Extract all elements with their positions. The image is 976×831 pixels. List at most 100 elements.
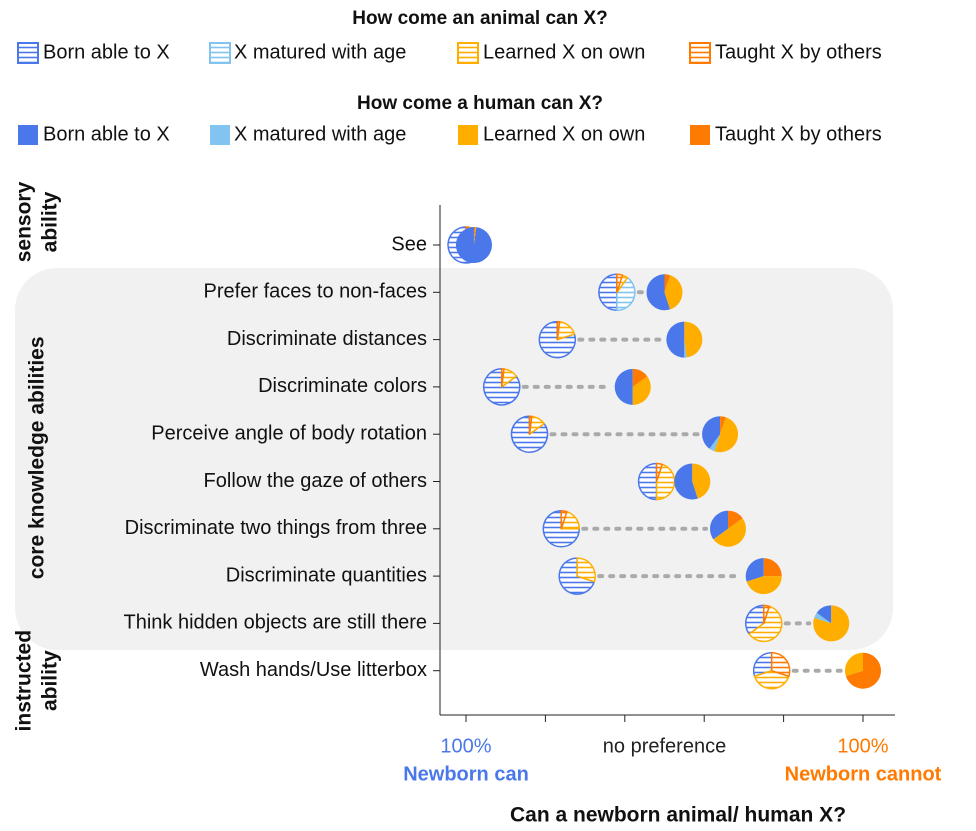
human-pie <box>666 321 703 358</box>
x-tick-label: 100% <box>837 735 888 757</box>
legend-title: How come an animal can X? <box>352 8 608 29</box>
pie-slice <box>845 652 863 677</box>
pie-slice <box>845 652 881 689</box>
legend-label: Learned X on own <box>483 41 645 63</box>
human-pie <box>455 227 492 263</box>
category-label: Think hidden objects are still there <box>124 612 428 634</box>
group-background <box>15 268 893 650</box>
category-label: Follow the gaze of others <box>204 470 427 492</box>
x-axis-caption: Newborn can <box>403 763 529 785</box>
group-label: instructed <box>13 630 36 732</box>
group-label: ability <box>39 191 62 252</box>
human-pie <box>646 274 683 311</box>
pie-slice <box>560 510 568 530</box>
category-label: Perceive angle of body rotation <box>151 422 427 444</box>
legend-swatch <box>17 42 39 64</box>
legend-label: Taught X by others <box>715 123 882 145</box>
pie-slice <box>666 321 685 358</box>
pie-slice <box>813 605 850 642</box>
pie-slice <box>616 273 624 294</box>
pie-slice <box>664 275 683 310</box>
pie-slice <box>816 605 832 624</box>
legend-swatch <box>18 125 38 145</box>
pie-slice <box>714 417 739 453</box>
human-pie <box>813 605 850 642</box>
pie-slice <box>632 368 648 387</box>
x-tick-label: 100% <box>440 735 491 757</box>
group-label: sensory <box>13 181 36 262</box>
pie-slice <box>720 416 726 435</box>
category-label: Wash hands/Use litterbox <box>200 659 427 681</box>
category-label: See <box>391 233 427 255</box>
pie-slice <box>763 558 782 577</box>
legend-swatch <box>689 42 711 64</box>
legend-label: Born able to X <box>43 123 170 145</box>
pie-slice <box>637 462 658 501</box>
human-pie <box>614 368 651 405</box>
pie-slice <box>598 273 618 312</box>
human-pie <box>710 510 747 547</box>
legend-title: How come a human can X? <box>357 93 603 114</box>
pie-slice <box>746 576 782 595</box>
pie-slice <box>614 368 633 405</box>
legend-label: Learned X on own <box>483 123 645 145</box>
animal-pie <box>538 320 577 359</box>
pie-slice <box>713 518 747 547</box>
pie-slice <box>664 274 671 293</box>
legend-label: Born able to X <box>43 41 170 63</box>
legend-label: X matured with age <box>234 41 406 63</box>
pie-slice <box>770 651 791 678</box>
pie-slice <box>814 612 832 624</box>
x-axis-label: Can a newborn animal/ human X? <box>510 804 846 827</box>
legend-swatch <box>209 42 231 64</box>
animal-pie <box>745 604 783 643</box>
legend-swatch <box>458 125 478 145</box>
animal-pie <box>482 368 521 406</box>
pie-slice <box>745 604 765 635</box>
pie-slice <box>763 604 771 625</box>
pie-slice <box>709 434 721 452</box>
pie-slice <box>748 605 783 643</box>
legend-swatch <box>210 125 230 145</box>
animal-pie <box>510 415 549 453</box>
human-pie <box>745 558 782 595</box>
category-label: Discriminate quantities <box>226 564 427 586</box>
animal-pie <box>542 510 581 548</box>
pie-slice <box>684 339 687 358</box>
x-tick-label: no preference <box>603 735 726 757</box>
animal-pie <box>752 651 791 690</box>
group-label: core knowledge abilities <box>26 336 49 579</box>
pie-slice <box>655 462 663 483</box>
animal-pie <box>598 273 636 312</box>
animal-pie <box>637 462 676 501</box>
legend-label: X matured with age <box>234 123 406 145</box>
pie-slice <box>528 415 533 435</box>
pie-slice <box>473 227 477 245</box>
human-pie <box>845 652 881 689</box>
pie-slice <box>692 463 711 499</box>
pie-slice <box>473 227 476 245</box>
legend-swatch <box>457 42 479 64</box>
pie-slice <box>616 276 636 312</box>
category-label: Discriminate distances <box>227 328 427 350</box>
pie-slice <box>710 510 729 540</box>
pie-slice <box>752 651 773 678</box>
pie-slice <box>655 463 676 501</box>
category-label: Discriminate two things from three <box>125 517 427 539</box>
group-label: ability <box>39 650 62 711</box>
pie-slice <box>556 320 561 341</box>
pie-slice <box>702 416 721 449</box>
human-pie <box>674 463 711 500</box>
legend-label: Taught X by others <box>715 41 882 63</box>
category-label: Prefer faces to non-faces <box>204 281 427 303</box>
category-label: Discriminate colors <box>258 375 427 397</box>
pie-slice <box>500 368 505 388</box>
pie-slice <box>684 321 703 358</box>
pie-slice <box>728 510 743 529</box>
pie-slice <box>632 376 651 405</box>
pie-slice <box>646 274 671 311</box>
pie-slice <box>576 557 596 583</box>
legend-swatch <box>690 125 710 145</box>
pie-slice <box>745 558 764 582</box>
